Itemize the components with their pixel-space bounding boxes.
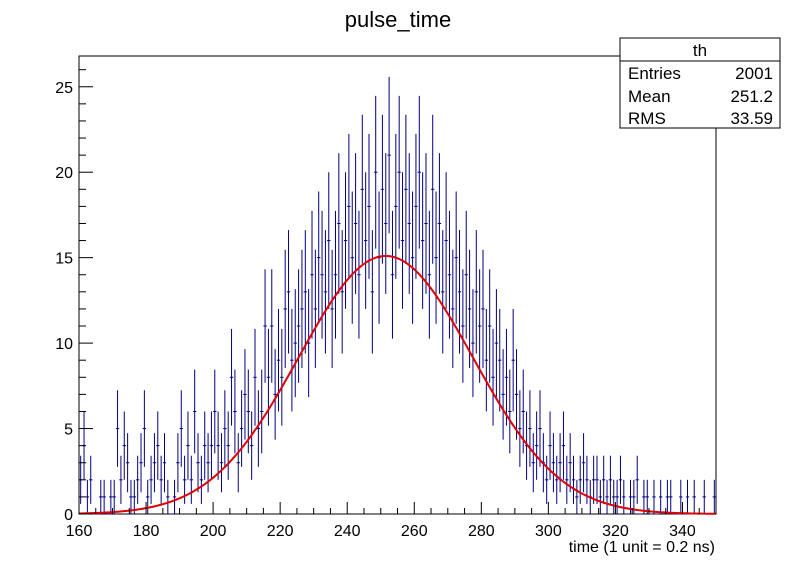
- data-points-layer: [79, 154, 716, 515]
- error-bars-layer: [80, 76, 715, 514]
- stats-box-name: th: [693, 41, 707, 60]
- chart-title: pulse_time: [345, 7, 451, 32]
- y-tick-label: 5: [64, 422, 73, 439]
- x-tick-label: 280: [468, 523, 495, 540]
- y-tick-label: 20: [55, 165, 73, 182]
- x-tick-label: 320: [602, 523, 629, 540]
- stats-rms-label: RMS: [628, 109, 666, 128]
- y-tick-label: 15: [55, 251, 73, 268]
- stats-mean-value: 251.2: [730, 87, 773, 106]
- stats-mean-label: Mean: [628, 87, 671, 106]
- stats-entries-label: Entries: [628, 64, 681, 83]
- x-tick-label: 240: [334, 523, 361, 540]
- y-axis: 0 5 10 15 20 25: [55, 69, 93, 524]
- stats-entries-value: 2001: [735, 64, 773, 83]
- x-tick-label: 200: [200, 523, 227, 540]
- stats-box-frame: [619, 37, 781, 129]
- x-tick-label: 220: [267, 523, 294, 540]
- y-tick-label: 10: [55, 336, 73, 353]
- x-tick-label: 180: [133, 523, 160, 540]
- x-tick-label: 260: [401, 523, 428, 540]
- stats-rms-value: 33.59: [730, 109, 773, 128]
- x-tick-label: 340: [669, 523, 696, 540]
- y-tick-label: 25: [55, 80, 73, 97]
- x-tick-label: 160: [66, 523, 93, 540]
- gaussian-fit-curve: [78, 254, 717, 515]
- y-tick-label: 0: [64, 507, 73, 524]
- stats-box: th Entries 2001 Mean 251.2 RMS 33.59: [619, 37, 781, 129]
- x-axis: 160 180 200 220 240 260 280 300 320 340: [66, 502, 717, 540]
- x-axis-label: time (1 unit = 0.2 ns): [569, 539, 715, 556]
- x-tick-label: 300: [535, 523, 562, 540]
